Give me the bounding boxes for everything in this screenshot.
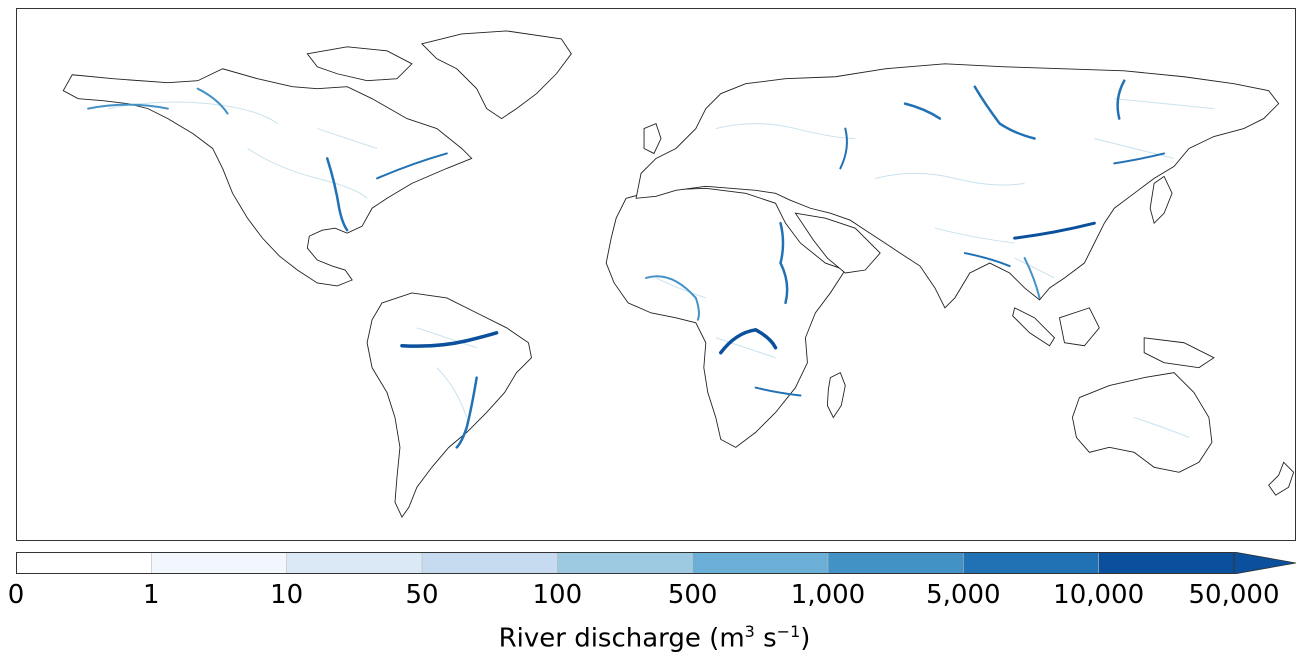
river-amazon [400,331,499,348]
river-yangtze [1013,221,1096,240]
colorbar-title-sup-minus-1: −1 [776,622,801,641]
river-ob [903,102,942,120]
greenland [421,30,572,120]
river-yenisei [973,85,1036,140]
river-mackenzie [196,87,229,115]
arctic-islands [306,46,413,82]
south-america [366,292,532,518]
sumatra [1012,307,1056,347]
colorbar-segment [557,552,693,574]
japan [1149,175,1173,225]
africa [605,187,846,448]
river-nile [779,221,789,305]
british-isles [643,122,662,155]
colorbar-segment [286,552,422,574]
river-parana [455,376,478,449]
new-guinea [1143,337,1215,369]
river-niger [645,275,700,321]
colorbar-tick-labels: 0 1 10 50 100 500 1,000 5,000 10,000 50,000 [0,580,1309,614]
river-congo [719,327,778,355]
colorbar-title: River discharge (m3 s−1) [0,622,1309,654]
river-st-lawrence [376,152,448,180]
colorbar-tick-label: 500 [667,580,718,610]
colorbar-title-mid: s [754,623,777,654]
river-amur [1113,152,1166,165]
australia [1071,372,1213,473]
river-volga [839,127,848,170]
colorbar-tick-label: 10,000 [1053,580,1145,610]
borneo [1058,307,1100,347]
arabia [794,212,881,274]
colorbar-tick-label: 100 [532,580,583,610]
colorbar-segment [1098,552,1234,574]
north-america [62,68,473,287]
river-mekong [1023,257,1041,299]
colorbar [16,552,1296,574]
colorbar-segment [422,552,558,574]
river-discharge-map [62,30,1295,518]
colorbar-tick-label: 1,000 [790,580,866,610]
colorbar-tick-label: 5,000 [926,580,1001,610]
colorbar-tick-label: 1 [143,580,160,610]
colorbar-segment [16,552,152,574]
colorbar-segment [828,552,964,574]
colorbar-segment [692,552,828,574]
colorbar-tick-label: 10 [270,580,304,610]
colorbar-tick-label: 50 [405,580,439,610]
world-map [16,8,1296,541]
new-zealand [1268,461,1295,496]
colorbar-title-sup-3: 3 [744,622,755,641]
river-zambezi [754,386,802,397]
madagascar [826,372,846,419]
river-mississippi [325,157,349,232]
colorbar-segments [16,552,1234,574]
major-rivers [87,79,1166,449]
minor-rivers [107,98,1214,438]
colorbar-title-prefix: River discharge (m [498,623,745,654]
colorbar-tick-label: 0 [7,580,25,610]
river-lena [1116,79,1126,120]
river-ganges [963,252,1011,268]
colorbar-outline [16,552,1235,574]
colorbar-segment [963,552,1099,574]
river-yukon [87,103,169,110]
colorbar-title-suffix: ) [800,623,811,654]
colorbar-tick-label: 50,000 [1188,580,1280,610]
colorbar-extend-arrow [1233,552,1296,574]
colorbar-segment [151,552,287,574]
eurasia [635,63,1280,309]
continents [62,30,1295,518]
